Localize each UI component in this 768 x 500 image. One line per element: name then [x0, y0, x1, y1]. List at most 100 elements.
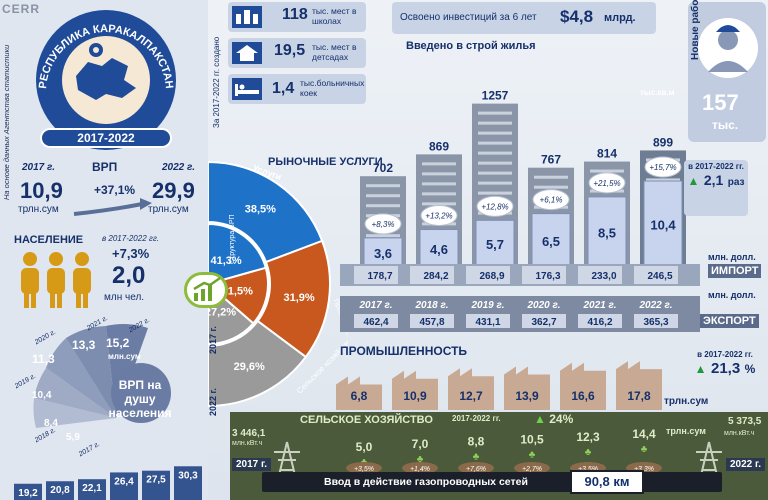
- capita-bar: [14, 483, 42, 500]
- period-text: 2017-2022: [77, 131, 135, 145]
- agri-value: 10,5: [520, 432, 544, 446]
- power-end-unit: млн.кВт.ч: [724, 430, 755, 437]
- market-services-growth-label: +13,2%: [425, 212, 452, 221]
- capita-bar-label: 26,4: [114, 476, 134, 487]
- power-end-value: 5 373,5: [728, 416, 762, 427]
- worker-icon: [698, 18, 758, 78]
- capita-bar-label: 27,5: [146, 475, 166, 486]
- pie-2022-slice-label: 31,9%: [284, 292, 315, 304]
- market-services-bar: [363, 237, 403, 269]
- grp-per-capita-value: 11,3: [32, 352, 55, 366]
- building-window-row: [422, 182, 456, 186]
- capita-bar: [142, 470, 170, 500]
- industry-chart: 6,8 10,9 12,7 13,9 16,6 17,8: [336, 361, 662, 410]
- export-chart: 2017 г. 462,4 2018 г. 457,8 2019 г. 431,1 2020…: [340, 296, 700, 332]
- market-services-growth-label: +12,8%: [481, 202, 508, 211]
- jobs-unit: тыс.: [712, 118, 739, 132]
- grp-growth: +37,1%: [94, 183, 136, 197]
- brand-logo: CERR: [2, 2, 41, 16]
- agri-value: 8,8: [468, 435, 485, 449]
- export-wagon: [466, 314, 510, 328]
- power-tower-icon: [696, 441, 722, 489]
- gas-value-badge: 90,8 км: [570, 470, 644, 494]
- import-truck: [354, 266, 398, 284]
- industry-unit: трлн.сум: [664, 396, 709, 407]
- factory-shape: [448, 368, 494, 410]
- growth-bubble: [644, 156, 682, 178]
- power-end-year: 2022 г.: [726, 458, 765, 471]
- grp-unit-2017: трлн.сум: [18, 204, 59, 215]
- agri-growth-value: 24: [549, 412, 563, 426]
- housing-value: 1257: [482, 89, 509, 103]
- market-services-growth: 2,1: [703, 172, 724, 188]
- factory-shape: [336, 376, 382, 410]
- export-label: ЭКСПОРТ: [700, 314, 759, 328]
- soil-mound: [346, 462, 382, 472]
- market-services-growth-box: в 2017-2022 гг. ▲ 2,1 раз: [684, 160, 748, 216]
- agri-growth-label: +7,6%: [466, 466, 486, 472]
- hospitals-badge: 1,4 тыс.больничных коек: [228, 74, 366, 104]
- building-window-row: [366, 194, 400, 198]
- import-value: 176,3: [535, 271, 560, 282]
- chart-growth-icon-badge: [184, 272, 228, 308]
- up-arrow-icon: ▲: [694, 362, 707, 376]
- school-icon: [232, 6, 262, 28]
- plant-icon: ♣: [585, 447, 592, 458]
- export-year: 2018 г.: [414, 300, 448, 311]
- growth-bubble: [364, 213, 402, 235]
- up-arrow-icon: ▲: [534, 412, 546, 426]
- kindergartens-value: 19,5: [274, 42, 306, 59]
- created-note: За 2017-2022 гг. создано: [212, 36, 221, 128]
- import-value: 233,0: [591, 271, 616, 282]
- up-arrow-icon: ▲: [687, 174, 700, 188]
- gas-unit: км: [613, 474, 630, 489]
- soil-mound: [626, 462, 662, 472]
- building-window-row: [478, 171, 512, 175]
- import-truck: [466, 266, 510, 284]
- population-period: в 2017-2022 гг.: [102, 234, 159, 243]
- building-window-row: [478, 131, 512, 135]
- grp-year-2022: 2022 г.: [162, 162, 196, 173]
- building-window-row: [478, 141, 512, 145]
- power-tower-icon: [274, 441, 300, 489]
- building-window-row: [366, 204, 400, 208]
- plant-icon: ♣: [529, 449, 536, 460]
- agri-value: 14,4: [632, 427, 656, 441]
- import-truck: [578, 266, 622, 284]
- housing-value: 814: [597, 147, 617, 161]
- kindergartens-badge: 19,5 тыс. мест в детсадах: [228, 38, 366, 68]
- growth-bubble: [532, 189, 570, 211]
- export-value: 462,4: [363, 317, 388, 328]
- pie-2017-slice-label: 41,3%: [211, 255, 242, 267]
- grp-per-capita-value: 13,3: [72, 338, 96, 352]
- pie-structure-label: Структура ВРП: [229, 214, 236, 264]
- building-window-row: [478, 121, 512, 125]
- pie-2022-slice: [208, 160, 324, 264]
- export-wagon: [410, 314, 454, 328]
- housing-title: Введено в строй жилья: [406, 40, 536, 52]
- industry-growth: 21,3: [711, 360, 741, 377]
- capita-bar-label: 30,3: [178, 470, 198, 481]
- building-window-row: [534, 185, 568, 189]
- market-services-value: 8,5: [598, 225, 616, 240]
- population-value: 2,0: [112, 262, 146, 289]
- housing-value: 767: [541, 153, 561, 167]
- population-unit: млн чел.: [104, 292, 145, 303]
- export-value: 431,1: [475, 317, 500, 328]
- capita-bar: [174, 466, 202, 500]
- market-services-value: 6,5: [542, 234, 560, 249]
- building-window-row: [646, 178, 680, 182]
- market-services-growth-unit: раз: [727, 177, 745, 188]
- power-start-value: 3 446,1: [232, 428, 266, 439]
- region-emblem: [36, 10, 176, 150]
- jobs-value: 157: [702, 90, 739, 115]
- pie-year-2017: 2017 г.: [208, 326, 218, 354]
- investment-unit: млрд.: [604, 12, 636, 24]
- market-services-bar: [475, 219, 515, 269]
- building-window-row: [478, 161, 512, 165]
- growth-bubble: [476, 195, 514, 217]
- grp-per-capita-unit: млн.сум: [108, 352, 141, 361]
- investment-badge: Освоено инвестиций за 6 лет $4,8 млрд.: [392, 2, 656, 34]
- building-window-row: [478, 181, 512, 185]
- capita-bar: [78, 479, 106, 500]
